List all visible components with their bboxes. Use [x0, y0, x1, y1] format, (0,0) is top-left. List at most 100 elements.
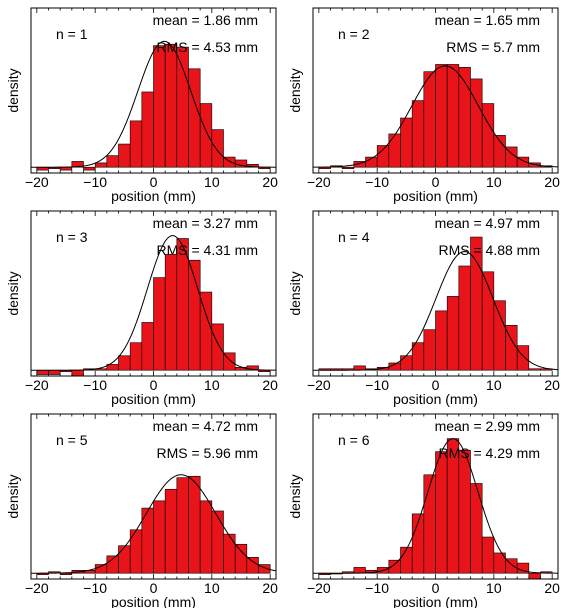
histogram-bar [400, 117, 413, 168]
histogram-bar [423, 329, 436, 371]
x-tick-label: −10 [365, 580, 389, 596]
mean-label: mean = 3.27 mm [153, 215, 258, 231]
x-tick-label: −20 [25, 174, 49, 190]
x-tick-label: 0 [432, 174, 440, 190]
rms-label: RMS = 4.88 mm [438, 242, 540, 258]
histogram-bar [71, 161, 84, 168]
histogram-bar [341, 166, 355, 169]
histogram-bar [176, 238, 189, 371]
x-tick-label: 20 [544, 377, 560, 393]
histogram-bar [164, 254, 178, 371]
histogram-bar [528, 572, 541, 580]
histogram-bar [118, 143, 131, 168]
histogram-bar [411, 100, 425, 168]
histogram-bar [446, 64, 460, 168]
histogram-bar [246, 556, 259, 574]
gaussian-fit-curve [313, 65, 559, 168]
sample-count-label: n = 5 [56, 432, 88, 448]
histogram-bar [234, 543, 248, 574]
mean-label: mean = 1.65 mm [435, 12, 540, 28]
histogram-bar [211, 510, 224, 574]
histogram-bar [129, 120, 143, 168]
mean-label: mean = 4.97 mm [435, 215, 540, 231]
gaussian-fit-curve [313, 438, 558, 574]
x-tick-label: −10 [365, 377, 389, 393]
rms-label: RMS = 4.53 mm [156, 39, 258, 55]
histogram-bar [223, 533, 236, 574]
histogram-panel: −20 −10 0 10 20 position (mm) density n = 3 mean… [0, 203, 281, 407]
gaussian-fit-curve [31, 235, 276, 371]
rms-label: RMS = 4.29 mm [438, 445, 540, 461]
histogram-bar [153, 500, 166, 574]
histogram-bar [400, 355, 413, 371]
gaussian-fit-curve [313, 251, 559, 371]
x-tick-label: −20 [25, 580, 49, 596]
histogram-bar [435, 310, 448, 371]
gaussian-fit-curve [31, 40, 276, 168]
histogram-bar [106, 155, 119, 168]
x-tick-label: 0 [150, 174, 158, 190]
histogram-bar [83, 166, 96, 171]
histogram-bar [199, 500, 213, 574]
x-tick-label: −20 [307, 174, 331, 190]
histogram-bar [141, 91, 154, 168]
x-tick-label: −10 [83, 377, 107, 393]
rms-label: RMS = 4.31 mm [156, 242, 258, 258]
histogram-bar [470, 483, 483, 574]
sample-count-label: n = 1 [56, 26, 88, 42]
histogram-bar [94, 162, 108, 168]
histogram-bar [223, 352, 236, 371]
histogram-bar [164, 43, 178, 168]
histogram-bar [153, 277, 166, 371]
rms-label: RMS = 5.96 mm [156, 445, 258, 461]
x-axis-label: position (mm) [393, 391, 478, 407]
y-axis-label: density [5, 271, 21, 315]
histogram-bar [118, 355, 131, 371]
histogram-bar [470, 78, 483, 168]
histogram-bar [211, 323, 224, 371]
x-tick-label: −20 [25, 377, 49, 393]
histogram-bar [435, 64, 448, 168]
sample-count-label: n = 3 [56, 229, 88, 245]
x-tick-label: 10 [204, 377, 220, 393]
histogram-bar [118, 545, 131, 574]
histogram-panel: −20 −10 0 10 20 position (mm) density n = 1 mean… [0, 0, 281, 204]
histogram-bar [376, 145, 390, 168]
x-tick-label: 20 [262, 377, 278, 393]
histogram-panel: −20 −10 0 10 20 position (mm) density n = 5 mean… [0, 406, 281, 608]
x-tick-label: 10 [204, 174, 220, 190]
x-tick-label: −10 [83, 580, 107, 596]
histogram-bar [199, 103, 213, 168]
histogram-bar [199, 291, 213, 371]
histogram-bar [176, 46, 189, 168]
histogram-bar [528, 368, 541, 371]
mean-label: mean = 4.72 mm [153, 418, 258, 434]
rms-label: RMS = 5.7 mm [446, 39, 540, 55]
sample-count-label: n = 4 [338, 229, 370, 245]
x-tick-label: 10 [486, 377, 502, 393]
histogram-bar [153, 45, 166, 168]
histogram-panel: −20 −10 0 10 20 position (mm) density n = 6 mean… [282, 406, 563, 608]
histogram-chart: −20 −10 0 10 20 position (mm) density n = 1 mean… [5, 7, 278, 204]
histogram-bar [528, 162, 541, 168]
y-axis-label: density [5, 68, 21, 112]
y-axis-label: density [287, 271, 303, 315]
histogram-bar [481, 536, 495, 574]
histogram-chart: −20 −10 0 10 20 position (mm) density n = 5 mean… [5, 413, 278, 608]
histogram-bar [129, 342, 143, 371]
histogram-bar [458, 449, 471, 574]
histogram-chart: −20 −10 0 10 20 position (mm) density n = 6 mean… [287, 413, 560, 608]
histogram-bar [400, 546, 413, 574]
x-tick-label: 10 [204, 580, 220, 596]
histogram-bar [435, 451, 448, 574]
histogram-bar [353, 567, 366, 574]
x-axis-label: position (mm) [111, 594, 196, 608]
histogram-bar [176, 477, 189, 574]
histogram-bar [493, 300, 506, 371]
histogram-bar [188, 68, 201, 168]
y-axis-label: density [287, 474, 303, 518]
x-tick-label: 20 [262, 580, 278, 596]
histogram-bar [481, 103, 495, 168]
histogram-bar [36, 369, 49, 375]
x-axis-label: position (mm) [393, 594, 478, 608]
